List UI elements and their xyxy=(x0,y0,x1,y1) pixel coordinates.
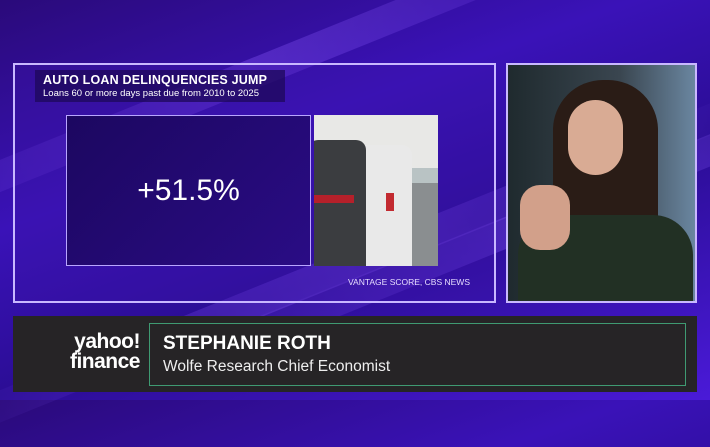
graphic-subtitle: Loans 60 or more days past due from 2010… xyxy=(43,88,259,99)
guest-role: Wolfe Research Chief Economist xyxy=(163,358,391,375)
stat-box: +51.5% xyxy=(66,115,311,266)
tail-light xyxy=(314,195,354,203)
guest-name: STEPHANIE ROTH xyxy=(163,333,331,354)
tail-light xyxy=(386,193,394,211)
stat-value: +51.5% xyxy=(137,173,240,207)
name-box: STEPHANIE ROTH Wolfe Research Chief Econ… xyxy=(149,323,686,386)
title-box: AUTO LOAN DELINQUENCIES JUMP Loans 60 or… xyxy=(35,70,285,102)
cars-photo xyxy=(314,115,438,266)
car-shape xyxy=(314,140,366,266)
graphic-title: AUTO LOAN DELINQUENCIES JUMP xyxy=(43,73,268,87)
logo-line1: yahoo! xyxy=(74,330,140,353)
guest-face xyxy=(568,100,623,175)
news-graphic-panel: AUTO LOAN DELINQUENCIES JUMP Loans 60 or… xyxy=(13,63,496,303)
lower-third: yahoo! finance STEPHANIE ROTH Wolfe Rese… xyxy=(13,316,697,392)
source-credit: VANTAGE SCORE, CBS NEWS xyxy=(347,277,470,287)
logo-line2: finance xyxy=(69,350,141,373)
guest-video-feed xyxy=(506,63,697,303)
yahoo-finance-logo: yahoo! finance xyxy=(25,330,141,373)
guest-hand xyxy=(520,185,570,250)
